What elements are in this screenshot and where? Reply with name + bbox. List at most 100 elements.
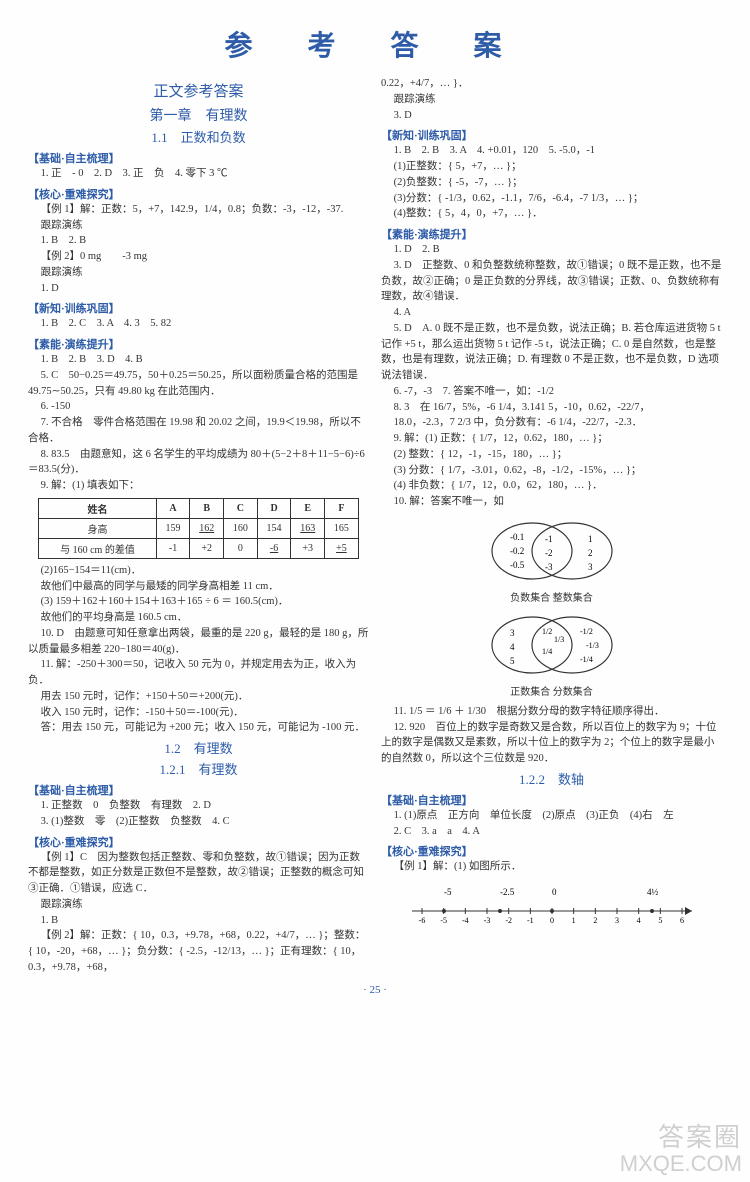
svg-text:2: 2 [588,548,593,558]
text-line: 1. 正 - 0 2. D 3. 正 负 4. 零下 3 ℃ [28,166,369,182]
svg-text:-2: -2 [545,548,553,558]
page-title: 参 考 答 案 [0,0,750,76]
th: 姓名 [39,498,156,518]
heading-jichu: 【基础·自主梳理】 [28,150,369,166]
text-line: 10. 解：答案不唯一，如 [381,494,722,510]
subheading-genzong: 跟踪演练 [28,265,369,281]
text-line: 7. 不合格 零件合格范围在 19.98 和 20.02 之间，19.9＜19.… [28,415,369,447]
svg-text:-3: -3 [545,562,553,572]
table-row: 与 160 cm 的差值 -1 +2 0 -6 +3 +5 [39,538,359,558]
svg-text:-1/3: -1/3 [586,641,599,650]
th: B [190,498,224,518]
text-line: 故他们的平均身高是 160.5 cm． [28,610,369,626]
td: -6 [257,538,291,558]
text-line: 3. D [381,108,722,124]
td: 154 [257,518,291,538]
svg-text:5: 5 [658,916,662,925]
text-line: 【例 1】C 因为整数包括正整数、零和负整数，故①错误；因为正数不都是整数，如正… [28,850,369,897]
text-line: 3. D 正整数、0 和负整数统称整数，故①错误；0 既不是正数，也不是负数，故… [381,258,722,305]
svg-text:-6: -6 [418,916,425,925]
svg-text:1/3: 1/3 [554,635,564,644]
svg-text:3: 3 [510,628,515,638]
section-1-2-title: 1.2 有理数 [28,738,369,757]
text-line: 1. B [28,913,369,929]
heading-jichu-2: 【基础·自主梳理】 [28,782,369,798]
watermark-top: 答案圈 [620,1123,742,1152]
main-section-title: 正文参考答案 [28,80,369,101]
text-line: 用去 150 元时，记作：+150＋50＝+200(元)． [28,689,369,705]
venn-svg-2: 3 4 5 1/2 1/3 1/4 -1/2 -1/3 -1/4 [472,610,632,680]
text-line: 1. (1)原点 正方向 单位长度 (2)原点 (3)正负 (4)右 左 [381,808,722,824]
right-column: 0.22，+4/7，… }． 跟踪演练 3. D 【新知·训练巩固】 1. B … [381,76,722,976]
text-line: 1. 正整数 0 负整数 有理数 2. D [28,798,369,814]
text-line: (2)165−154＝11(cm)． [28,563,369,579]
text-line: 5. C 50−0.25＝49.75，50＋0.25＝50.25，所以面粉质量合… [28,368,369,400]
text-line: 18.0，-2.3，7 2/3 中，负分数有：-6 1/4，-22/7，-2.3… [381,415,722,431]
text-line: 1. B 2. B 3. D 4. B [28,352,369,368]
section-1-1-title: 1.1 正数和负数 [28,127,369,146]
text-line: 11. 1/5 ＝ 1/6 ＋ 1/30 根据分数分母的数字特征顺序得出． [381,704,722,720]
svg-text:-1: -1 [526,916,533,925]
text-line: 故他们中最高的同学与最矮的同学身高相差 11 cm． [28,579,369,595]
heading-suneng: 【素能·演练提升】 [28,336,369,352]
chapter-title: 第一章 有理数 [28,105,369,125]
svg-text:-2.5: -2.5 [500,887,515,897]
text-line: (2)负整数：{ -5，-7，… }； [381,175,722,191]
svg-text:1: 1 [571,916,575,925]
svg-text:5: 5 [510,656,515,666]
th: A [156,498,190,518]
heading-xinzhi: 【新知·训练巩固】 [28,300,369,316]
text-line: 2. C 3. a a 4. A [381,824,722,840]
svg-text:-2: -2 [505,916,512,925]
svg-text:-0.1: -0.1 [510,532,524,542]
text-line: 【例 1】解：正数：5，+7，142.9，1/4，0.8；负数：-3，-12，-… [28,202,369,218]
text-line: 8. 83.5 由题意知，这 6 名学生的平均成绩为 80＋(5−2＋8＋11−… [28,447,369,479]
text-line: 【例 2】解：正数：{ 10，0.3，+9.78，+68，0.22，+4/7，…… [28,928,369,975]
svg-text:-5: -5 [444,887,452,897]
watermark: 答案圈 MXQE.COM [620,1123,742,1176]
text-line: 8. 3 在 16/7，5%，-6 1/4，3.141 5，-10，0.62，-… [381,400,722,416]
svg-text:-0.5: -0.5 [510,560,525,570]
watermark-bottom: MXQE.COM [620,1152,742,1176]
svg-text:1/4: 1/4 [542,647,552,656]
svg-text:3: 3 [615,916,619,925]
td: 身高 [39,518,156,538]
td: +3 [291,538,325,558]
text-line: 6. -7，-3 7. 答案不唯一，如：-1/2 [381,384,722,400]
svg-text:-1: -1 [545,534,553,544]
td: 162 [190,518,224,538]
text-line: 1. D [28,281,369,297]
text-line: 3. (1)整数 零 (2)正整数 负整数 4. C [28,814,369,830]
td: +2 [190,538,224,558]
venn-diagram-1: -0.1 -0.2 -0.5 -1 -2 -3 1 2 3 负数集合 整数集合 [381,516,722,604]
text-line: 收入 150 元时，记作：-150＋50＝-100(元)． [28,705,369,721]
svg-text:1: 1 [588,534,593,544]
heading-xinzhi-r: 【新知·训练巩固】 [381,127,722,143]
text-line: 5. D A. 0 既不是正数，也不是负数，说法正确；B. 若仓库运进货物 5 … [381,321,722,384]
text-line: 10. D 由题意可知任意拿出两袋，最重的是 220 g，最轻的是 180 g，… [28,626,369,658]
section-1-2-2-title: 1.2.2 数轴 [381,769,722,788]
td: -1 [156,538,190,558]
th: C [224,498,258,518]
td: 159 [156,518,190,538]
th: F [325,498,359,518]
text-line: 1. B 2. C 3. A 4. 3 5. 82 [28,316,369,332]
svg-text:0: 0 [550,916,554,925]
svg-text:4: 4 [510,642,515,652]
svg-text:-5: -5 [440,916,447,925]
text-line: 6. -150 [28,399,369,415]
heading-hexin-2: 【核心·重难探究】 [28,834,369,850]
content-columns: 正文参考答案 第一章 有理数 1.1 正数和负数 【基础·自主梳理】 1. 正 … [0,76,750,976]
number-line: -5 -2.5 0 4½ -6-5-4-3-2-10123456 [381,881,722,930]
svg-text:6: 6 [680,916,684,925]
heading-suneng-r: 【素能·演练提升】 [381,226,722,242]
text-line: 1. D 2. B [381,242,722,258]
text-line: (4) 非负数：{ 1/7，12，0.0，62，180，… }． [381,478,722,494]
section-1-2-1-title: 1.2.1 有理数 [28,759,369,778]
text-line: 0.22，+4/7，… }． [381,76,722,92]
svg-text:4: 4 [636,916,640,925]
td: 160 [224,518,258,538]
venn-1-label: 负数集合 整数集合 [381,589,722,604]
text-line: (3)分数：{ -1/3，0.62，-1.1，7/6，-6.4，-7 1/3，…… [381,191,722,207]
heading-hexin: 【核心·重难探究】 [28,186,369,202]
